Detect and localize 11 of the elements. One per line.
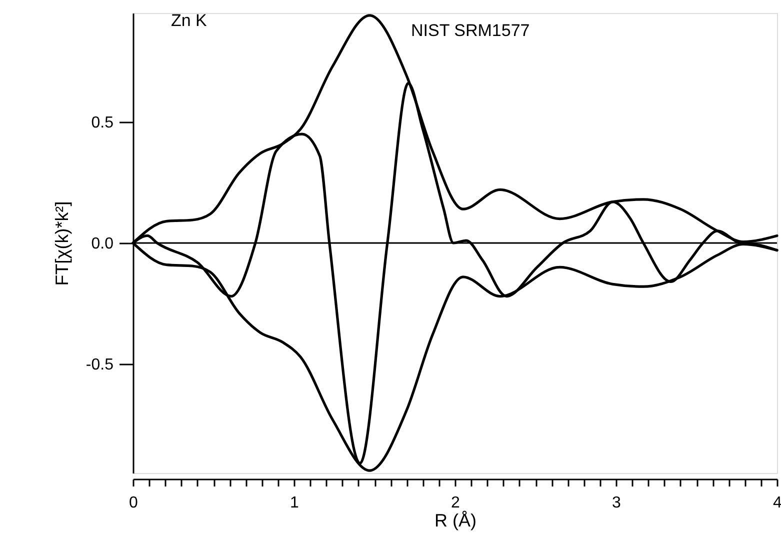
annotation: NIST SRM1577 [411,21,530,40]
y-axis-title: FT[χ(k)*k²] [52,201,72,286]
y-tick-label: -0.5 [86,356,114,374]
x-tick-label: 3 [612,494,622,512]
annotation: Zn K [171,11,208,30]
y-tick-label: 0.5 [91,114,114,132]
y-tick-label: 0.0 [91,236,114,252]
x-tick-label: 2 [451,494,460,512]
x-axis-title: R (Å) [434,510,476,530]
x-tick-label: 1 [290,494,300,512]
x-tick-label: 0 [129,494,138,512]
